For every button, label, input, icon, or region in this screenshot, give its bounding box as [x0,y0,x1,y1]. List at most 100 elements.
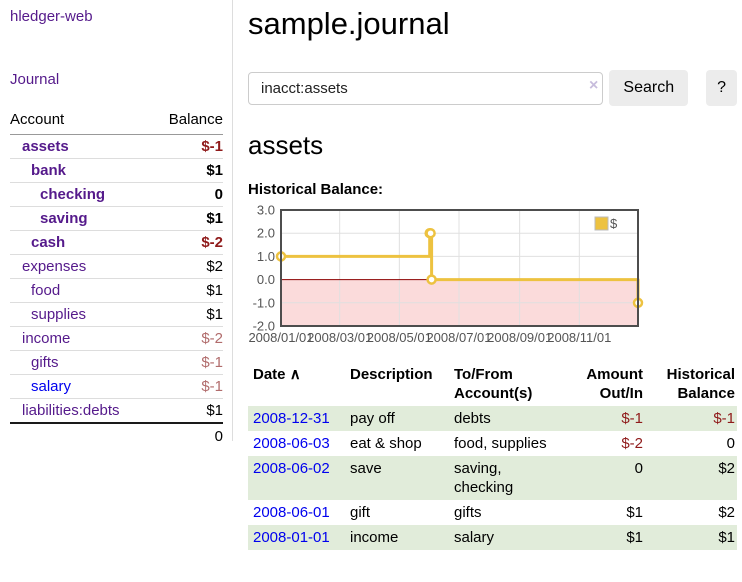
account-balance: $1 [152,302,223,327]
accounts-header-account: Account [10,109,153,135]
register-header-balance: Historical Balance [666,366,735,402]
account-link[interactable]: income [22,330,71,347]
account-balance: $1 [152,398,223,423]
transaction-amount: 0 [634,460,643,477]
account-row: salary $-1 [10,374,223,399]
accounts-header-balance: Balance [152,109,223,135]
account-link[interactable]: salary [31,378,72,395]
transaction-amount: $-2 [621,435,643,452]
svg-text:2008/09/01: 2008/09/01 [487,330,552,345]
transaction-balance: $2 [718,504,735,521]
transaction-date-link[interactable]: 2008-06-02 [253,460,330,477]
transaction-accounts: saving, checking [454,460,514,496]
transaction-accounts: gifts [454,504,482,521]
account-row: liabilities:debts $1 [10,398,223,423]
account-link[interactable]: supplies [31,306,87,323]
transaction-date: 2008-06-03 [248,431,345,456]
account-row: income $-2 [10,326,223,351]
svg-text:-2.0: -2.0 [253,319,275,334]
transaction-row: 2008-01-01 income salary $1 $1 [248,525,737,550]
account-link[interactable]: checking [40,186,106,203]
transaction-date-link[interactable]: 2008-01-01 [253,529,330,546]
transaction-row: 2008-06-02 save saving, checking 0 $2 [248,456,737,500]
transaction-date: 2008-06-01 [248,500,345,525]
transaction-amount: $-1 [621,410,643,427]
transaction-row: 2008-06-01 gift gifts $1 $2 [248,500,737,525]
help-button[interactable]: ? [706,70,737,106]
transaction-accounts: salary [454,529,495,546]
register-header-date[interactable]: Date ∧ [253,366,301,383]
transaction-description: pay off [350,410,395,427]
transaction-amount: $1 [626,504,643,521]
account-link[interactable]: gifts [31,354,59,371]
svg-text:2008/05/01: 2008/05/01 [367,330,432,345]
transaction-description: gift [350,504,371,521]
svg-text:2008/01/01: 2008/01/01 [248,330,313,345]
transaction-balance: $2 [718,460,735,477]
account-balance: $-1 [152,350,223,375]
account-row: checking 0 [10,182,223,207]
page-title: sample.journal [248,6,450,41]
svg-text:1.0: 1.0 [257,249,275,264]
chart-title: Historical Balance: [248,181,384,198]
account-row: supplies $1 [10,302,223,327]
account-link[interactable]: assets [22,138,69,155]
account-link[interactable]: expenses [22,258,87,275]
svg-text:2.0: 2.0 [257,226,275,241]
svg-text:$: $ [610,216,618,231]
sidebar-item-journal[interactable]: Journal [10,71,60,88]
account-link[interactable]: bank [31,162,67,179]
svg-text:0.0: 0.0 [257,272,275,287]
account-link[interactable]: food [31,282,61,299]
transaction-balance: $1 [718,529,735,546]
account-row: cash $-2 [10,230,223,255]
transaction-accounts: debts [454,410,491,427]
transaction-accounts: food, supplies [454,435,547,452]
register-header-accounts: To/From Account(s) [454,366,533,402]
account-link[interactable]: cash [31,234,66,251]
transaction-row: 2008-12-31 pay off debts $-1 $-1 [248,406,737,431]
transaction-date: 2008-01-01 [248,525,345,550]
account-balance: $-1 [201,138,223,155]
account-balance: $-1 [152,374,223,399]
search-button[interactable]: Search [609,70,689,106]
account-row: bank $1 [10,158,223,183]
svg-text:-1.0: -1.0 [253,295,275,310]
transaction-balance: 0 [726,435,735,452]
accounts-total-row: 0 [10,422,223,449]
search-input[interactable] [248,71,604,105]
clear-search-icon[interactable]: × [589,77,599,94]
sort-ascending-icon: ∧ [289,366,301,383]
main-content: sample.journal × Search ? assets Histori… [248,0,737,550]
account-balance: $-2 [152,230,223,255]
transaction-date-link[interactable]: 2008-06-03 [253,435,330,452]
account-link[interactable]: liabilities:debts [22,402,120,419]
account-heading: assets [248,130,324,160]
account-row: expenses $2 [10,254,223,279]
register-header-description: Description [350,366,433,383]
svg-text:2008/11/01: 2008/11/01 [547,330,611,345]
register-header-row: Date ∧ Description To/From Account(s) Am… [248,362,737,406]
transaction-date: 2008-12-31 [248,406,345,431]
account-balance: $1 [152,278,223,303]
transaction-date-link[interactable]: 2008-12-31 [253,410,330,427]
account-link[interactable]: saving [40,210,88,227]
accounts-table: Account Balance assets $-1 bank $1 checking 0… [10,109,223,449]
svg-text:2008/03/01: 2008/03/01 [307,330,372,345]
sidebar: hledger-web Journal Account Balance asse… [0,0,233,449]
transaction-description: income [350,529,399,546]
account-row: saving $1 [10,206,223,231]
svg-text:2008/07/01: 2008/07/01 [426,330,491,345]
transaction-date-link[interactable]: 2008-06-01 [253,504,330,521]
app-title-link[interactable]: hledger-web [10,8,93,25]
search-form: × Search ? [248,70,737,106]
account-balance: $2 [152,254,223,279]
accounts-total-value: 0 [152,422,223,449]
balance-chart[interactable]: $3.0 2.0 1.0 0.0 -1.0 -2.0 2008/01/01 2008/03/0… [248,203,737,353]
transaction-amount: $1 [626,529,643,546]
account-balance: $1 [152,158,223,183]
account-balance: $1 [152,206,223,231]
transaction-description: save [350,460,382,477]
account-row: assets $-1 [10,135,223,159]
transaction-balance: $-1 [713,410,735,427]
